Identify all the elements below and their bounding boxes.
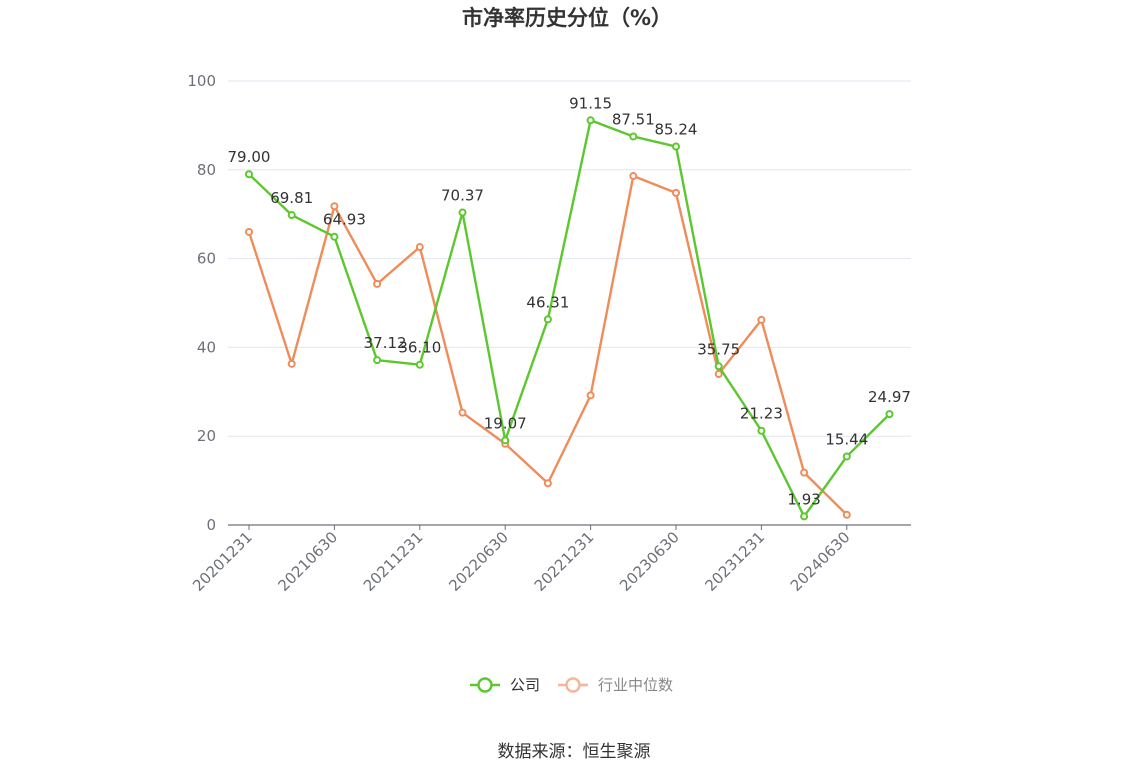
x-tick-label: 20201231 (189, 528, 256, 595)
data-point (885, 410, 894, 419)
data-point (373, 279, 382, 288)
series-industry-median (245, 172, 851, 519)
data-label: 1.93 (787, 490, 820, 508)
data-label: 36.10 (398, 339, 441, 357)
data-label: 85.24 (655, 121, 698, 139)
data-point (800, 512, 809, 521)
data-point (842, 510, 851, 519)
data-point (842, 452, 851, 461)
data-point (586, 116, 595, 125)
x-tick-label: 20221231 (531, 528, 598, 595)
data-label: 19.07 (484, 414, 527, 432)
data-point (501, 436, 510, 445)
legend-marker (477, 677, 493, 693)
x-tick-label: 20231231 (702, 528, 769, 595)
x-tick-label: 20230630 (616, 528, 683, 595)
data-label: 87.51 (612, 110, 655, 128)
data-point (415, 360, 424, 369)
legend-item-company[interactable]: 公司 (470, 676, 540, 694)
data-label: 15.44 (825, 430, 868, 448)
data-point (458, 208, 467, 217)
data-point (757, 315, 766, 324)
data-label: 64.93 (323, 211, 366, 229)
legend-item-industry-median[interactable]: 行业中位数 (558, 676, 673, 694)
x-tick-label: 20210630 (275, 528, 342, 595)
series-line (248, 119, 891, 518)
data-point (415, 243, 424, 252)
y-tick-label: 80 (197, 161, 216, 179)
data-point (245, 227, 253, 236)
x-tick-label: 20211231 (360, 528, 427, 595)
series-company (245, 116, 894, 521)
data-label: 91.15 (569, 94, 612, 112)
data-point (245, 170, 253, 179)
data-point (287, 359, 296, 368)
data-point (672, 188, 680, 197)
data-point (629, 132, 638, 141)
y-tick-label: 100 (187, 72, 216, 90)
data-point (458, 408, 467, 417)
y-tick-label: 20 (197, 427, 216, 445)
x-tick-label: 20240630 (787, 528, 854, 595)
data-point (629, 172, 638, 181)
data-point (330, 232, 339, 241)
data-label: 21.23 (740, 405, 783, 423)
data-label: 69.81 (270, 189, 313, 207)
legend-marker (565, 677, 581, 693)
plot-area (245, 116, 894, 521)
y-axis: 0 20 40 60 80 100 (187, 72, 216, 534)
data-label: 79.00 (228, 148, 271, 166)
data-point (543, 479, 552, 488)
x-axis: 20201231 20210630 20211231 20220630 20221231… (189, 524, 911, 595)
data-point (373, 356, 382, 365)
data-label: 24.97 (868, 388, 911, 406)
data-point (586, 391, 595, 400)
data-point (757, 426, 766, 435)
y-tick-label: 0 (206, 516, 216, 534)
data-point (800, 468, 809, 477)
chart-title: 市净率历史分位（%） (462, 6, 672, 30)
data-label: 35.75 (697, 340, 740, 358)
data-point (672, 142, 680, 151)
data-point (287, 211, 296, 220)
legend-label: 公司 (510, 676, 540, 694)
data-label: 37.12 (364, 334, 407, 352)
legend-label: 行业中位数 (598, 676, 673, 694)
data-label: 70.37 (441, 187, 484, 205)
grid-lines (228, 80, 911, 437)
x-tick-label: 20220630 (445, 528, 512, 595)
data-point (330, 202, 339, 211)
data-point (714, 370, 723, 379)
y-tick-label: 60 (197, 250, 216, 268)
data-label: 46.31 (526, 293, 569, 311)
data-point (543, 315, 552, 324)
source-note: 数据来源：恒生聚源 (498, 742, 651, 762)
y-tick-label: 40 (197, 338, 216, 356)
legend[interactable]: 公司 行业中位数 (470, 676, 673, 694)
data-point (714, 362, 723, 371)
